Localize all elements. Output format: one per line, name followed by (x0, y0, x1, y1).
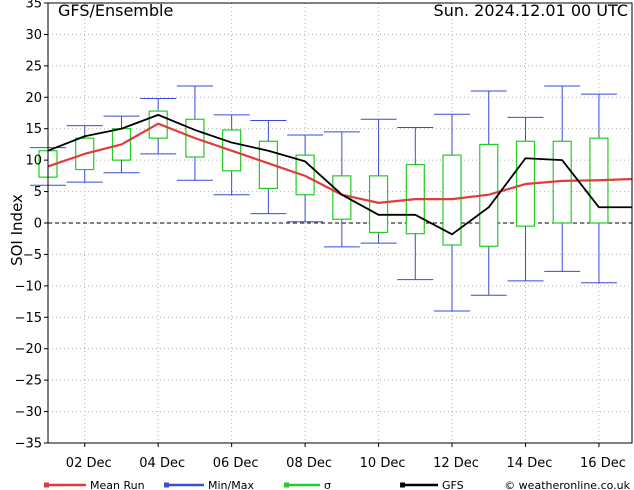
y-tick-label: −35 (15, 437, 42, 452)
y-tick-label: −30 (15, 405, 42, 420)
ensemble-boxes (30, 85, 617, 312)
ensemble-box (140, 98, 177, 155)
legend-item-gfs: GFS (400, 479, 464, 490)
y-tick-label: −10 (15, 279, 42, 294)
ensemble-box (434, 113, 471, 312)
series-lines (47, 113, 633, 236)
ensemble-box (544, 85, 581, 272)
y-axis-label: SOI Index (8, 194, 26, 266)
chart-title: GFS/Ensemble (58, 1, 173, 20)
x-tick-label: 02 Dec (66, 456, 112, 471)
legend: Mean Run Min/Max σ GFS © weatheronline.c… (44, 479, 631, 490)
y-axis: 35 30 25 20 15 10 5 0 −5 −10 −15 −20 −25 −30 −35 (15, 0, 48, 452)
x-tick-label: 12 Dec (433, 456, 479, 471)
ensemble-box (323, 131, 360, 248)
legend-label-gfs: GFS (442, 479, 464, 490)
y-tick-label: 15 (25, 122, 42, 137)
ensemble-box (470, 90, 507, 296)
y-tick-label: 0 (34, 217, 42, 232)
legend-item-sigma: σ (284, 479, 331, 490)
x-tick-label: 04 Dec (139, 456, 185, 471)
y-tick-label: 5 (34, 185, 42, 200)
sigma-box (368, 175, 389, 234)
ensemble-box (250, 120, 287, 215)
x-tick-label: 10 Dec (360, 456, 406, 471)
legend-label-sigma: σ (324, 479, 331, 490)
y-tick-label: 30 (25, 28, 42, 43)
legend-label-mean-run: Mean Run (90, 479, 145, 490)
y-tick-label: 10 (25, 154, 42, 169)
ensemble-box (507, 116, 544, 282)
x-axis: 02 Dec 04 Dec 06 Dec 08 Dec 10 Dec 12 Dec 14 D… (66, 443, 626, 471)
x-tick-label: 08 Dec (286, 456, 332, 471)
ensemble-box (360, 118, 397, 244)
y-tick-label: −20 (15, 342, 42, 357)
credit-text: © weatheronline.co.uk (504, 479, 630, 490)
y-tick-label: 25 (25, 59, 42, 74)
legend-item-min-max: Min/Max (164, 479, 254, 490)
x-tick-label: 14 Dec (507, 456, 553, 471)
y-tick-label: −15 (15, 311, 42, 326)
ensemble-box (580, 93, 617, 284)
y-tick-label: 35 (25, 0, 42, 12)
legend-label-min-max: Min/Max (208, 479, 254, 490)
x-tick-label: 06 Dec (213, 456, 259, 471)
ensemble-box (287, 134, 324, 223)
ensemble-box (397, 126, 434, 281)
x-tick-label: 16 Dec (580, 456, 626, 471)
series-line-gfs (47, 113, 632, 236)
sigma-box (258, 140, 278, 190)
y-tick-label: 20 (25, 91, 42, 106)
y-tick-label: −25 (15, 374, 42, 389)
legend-item-mean-run: Mean Run (44, 479, 145, 490)
run-datetime: Sun. 2024.12.01 00 UTC (434, 1, 628, 20)
y-tick-label: −5 (23, 248, 42, 263)
